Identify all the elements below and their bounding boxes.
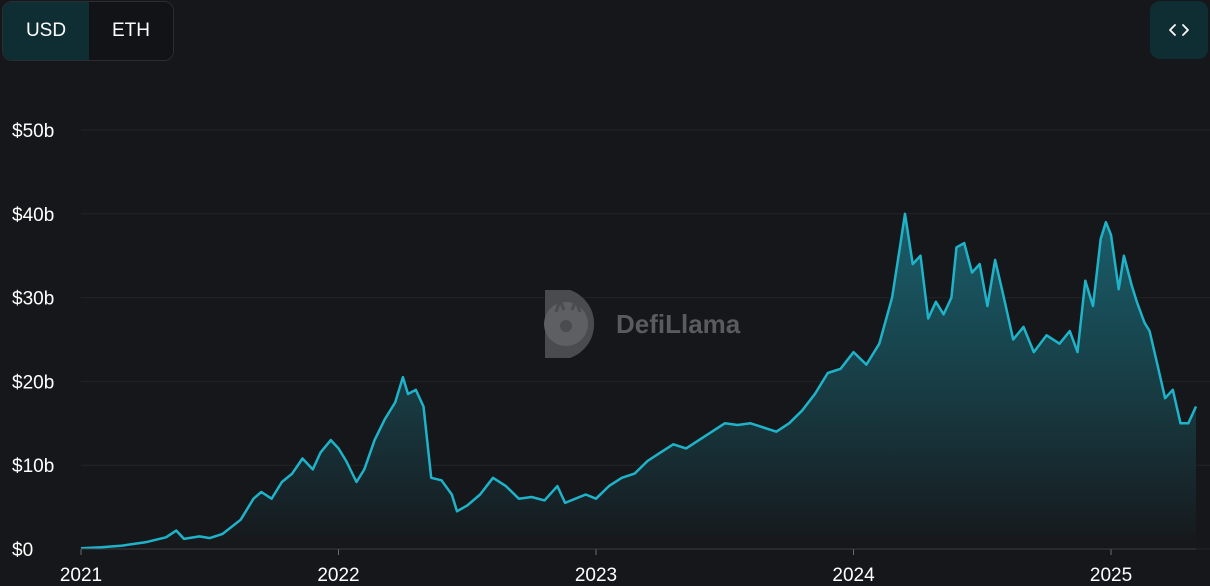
x-tick-label: 2025 bbox=[1090, 565, 1132, 586]
x-tick-label: 2023 bbox=[575, 565, 617, 586]
y-tick-label: $10b bbox=[12, 456, 54, 477]
x-tick-label: 2024 bbox=[832, 565, 875, 586]
y-axis: $0 $10b $20b $30b $40b $50b bbox=[12, 121, 54, 561]
usd-toggle-button[interactable]: USD bbox=[3, 2, 89, 60]
y-tick-label: $40b bbox=[12, 205, 54, 226]
llama-logo-icon bbox=[544, 290, 595, 358]
code-brackets-icon bbox=[1169, 24, 1189, 36]
y-tick-label: $0 bbox=[12, 540, 33, 561]
embed-button[interactable] bbox=[1150, 1, 1208, 59]
watermark-text: DefiLlama bbox=[616, 309, 741, 339]
x-axis: 2021 2022 2023 2024 2025 bbox=[60, 548, 1196, 586]
y-tick-label: $50b bbox=[12, 121, 54, 142]
tvl-area-fill bbox=[81, 213, 1196, 550]
y-tick-label: $20b bbox=[12, 372, 54, 393]
y-tick-label: $30b bbox=[12, 289, 54, 310]
tvl-series-line bbox=[80, 212, 1198, 550]
x-tick-label: 2021 bbox=[60, 565, 102, 586]
eth-toggle-button[interactable]: ETH bbox=[89, 2, 173, 60]
currency-toggle: USD ETH bbox=[2, 1, 174, 61]
watermark: DefiLlama bbox=[544, 290, 741, 358]
x-tick-label: 2022 bbox=[317, 565, 359, 586]
